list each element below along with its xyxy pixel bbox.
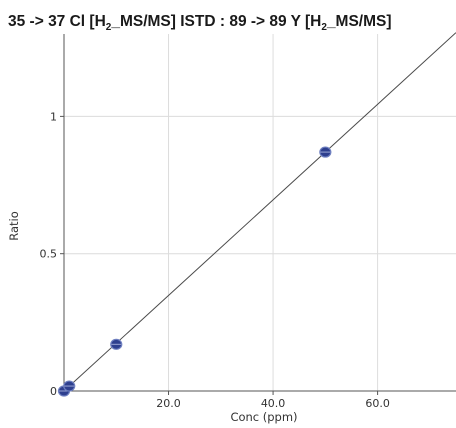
x-axis-label: Conc (ppm) <box>230 410 297 424</box>
x-tick-label-1: 40.0 <box>261 397 286 410</box>
chart-title-subscript-2: 2 <box>321 22 327 33</box>
y-tick-label-2: 1 <box>50 110 57 123</box>
chart-title: 35 -> 37 Cl [H2_MS/MS] ISTD : 89 -> 89 Y… <box>8 13 392 33</box>
chart-title-subscript-1: 2 <box>106 22 112 33</box>
data-point-2 <box>110 338 123 350</box>
grid <box>64 34 456 391</box>
y-tick-label-1: 0.5 <box>40 248 58 261</box>
data-point-3 <box>319 146 332 158</box>
tick-labels: 20.0 40.0 60.0 0 0.5 1 <box>40 110 390 410</box>
y-axis-label: Ratio <box>7 211 21 241</box>
chart-title-part-2: _MS/MS] ISTD : 89 -> 89 Y [H <box>110 13 321 30</box>
x-tick-label-0: 20.0 <box>156 397 181 410</box>
chart-title-part-3: _MS/MS] <box>326 13 392 30</box>
y-tick-label-0: 0 <box>50 385 57 398</box>
data-points <box>57 146 332 397</box>
calibration-fit <box>63 32 456 392</box>
data-point-1 <box>63 380 76 392</box>
chart-title-part-1: 35 -> 37 Cl [H <box>8 13 106 30</box>
x-tick-label-2: 60.0 <box>365 397 390 410</box>
calibration-line <box>63 32 456 392</box>
